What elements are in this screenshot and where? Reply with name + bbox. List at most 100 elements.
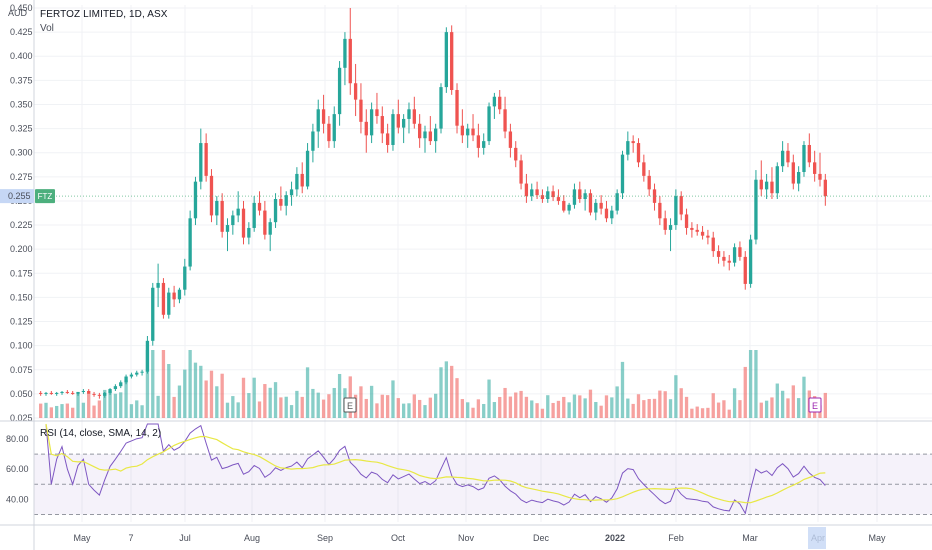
volume-bar: [754, 350, 758, 418]
volume-bar: [209, 370, 214, 418]
volume-bar: [748, 350, 753, 418]
candle-body: [572, 189, 577, 205]
candle-body: [807, 144, 811, 163]
price-tick-label: 0.225: [10, 220, 33, 230]
volume-bar: [802, 376, 806, 418]
candle-body: [375, 109, 379, 117]
volume-bar: [44, 402, 48, 418]
volume-bar: [263, 384, 267, 418]
price-tick-label: 0.150: [10, 292, 33, 302]
volume-bar: [60, 404, 64, 418]
rsi-label[interactable]: RSI (14, close, SMA, 14, 2): [40, 428, 162, 439]
candle-body: [631, 141, 635, 144]
volume-bar: [423, 405, 427, 418]
candle-body: [225, 225, 230, 232]
volume-bar: [583, 398, 587, 418]
earnings-marker[interactable]: E: [808, 397, 822, 413]
volume-bar: [193, 362, 198, 418]
candle-body: [279, 199, 283, 206]
price-tick-label: 0.075: [10, 365, 33, 375]
price-tick-label: 0.325: [10, 124, 33, 134]
candle-body: [119, 382, 123, 387]
volume-bar: [743, 366, 747, 418]
volume-bar: [231, 396, 235, 418]
volume-bar: [204, 380, 208, 418]
volume-bar: [81, 402, 86, 418]
volume-bar: [476, 399, 481, 418]
candle-body: [423, 131, 427, 139]
symbol-title[interactable]: FERTOZ LIMITED, 1D, ASX: [40, 9, 168, 20]
candle-body: [353, 83, 358, 100]
volume-bar: [364, 398, 368, 418]
volume-bar: [780, 390, 785, 418]
volume-bar: [684, 396, 689, 418]
volume-bar: [124, 380, 128, 418]
candle-body: [295, 173, 299, 190]
volume-bar: [770, 397, 774, 418]
volume-bar: [482, 403, 486, 418]
candle-body: [257, 202, 262, 211]
volume-bar: [578, 395, 582, 418]
volume-bar: [305, 367, 310, 418]
volume-bar: [460, 399, 465, 418]
candle-body: [337, 67, 342, 115]
volume-bar: [631, 403, 635, 418]
candle-body: [791, 162, 795, 184]
candle-body: [263, 210, 267, 235]
candle-body: [562, 200, 566, 211]
volume-bar: [145, 350, 150, 418]
time-tick-label: 7: [128, 533, 133, 543]
candle-body: [284, 195, 288, 206]
candle-body: [578, 189, 582, 200]
time-tick-label: Sep: [317, 533, 333, 543]
volume-bar: [273, 382, 278, 418]
candle-body: [300, 173, 304, 187]
volume-bar: [199, 365, 203, 418]
volume-bar: [172, 396, 176, 418]
candle-body: [316, 109, 320, 132]
price-tick-label: 0.200: [10, 244, 33, 254]
candle-body: [711, 237, 715, 252]
price-tick-label: 0.350: [10, 99, 33, 109]
volume-bar: [396, 398, 400, 418]
price-tick-label: 0.050: [10, 389, 33, 399]
volume-bar: [39, 403, 43, 418]
candle-body: [487, 106, 491, 142]
earnings-marker[interactable]: E: [343, 397, 357, 413]
volume-bar: [55, 405, 59, 418]
volume-bar: [535, 403, 539, 418]
price-tick-label: 0.375: [10, 75, 33, 85]
volume-bar: [519, 390, 523, 418]
volume-bar: [321, 399, 326, 418]
volume-bar: [626, 398, 630, 418]
candle-body: [620, 154, 625, 194]
candle-body: [220, 200, 224, 232]
candle-body: [476, 135, 481, 148]
symbol-badge: [35, 189, 55, 204]
volume-bar: [188, 350, 192, 418]
candle-body: [401, 118, 406, 128]
candle-body: [796, 172, 801, 184]
candle-body: [786, 150, 790, 163]
volume-bar: [257, 401, 262, 418]
candle-body: [385, 133, 390, 145]
volume-bar: [156, 395, 160, 418]
candle-body: [599, 202, 603, 209]
candle-body: [754, 179, 758, 240]
candle-body: [535, 189, 539, 196]
chart-grid: [34, 5, 932, 522]
candle-body: [135, 372, 139, 375]
candle-body: [327, 123, 331, 142]
candle-body: [156, 282, 160, 288]
volume-bar: [610, 397, 614, 418]
candle-body: [588, 193, 593, 213]
candle-body: [818, 173, 822, 180]
candle-body: [764, 181, 769, 190]
volume-bar: [220, 373, 224, 418]
candle-body: [124, 376, 128, 383]
earnings-marker-box: [343, 397, 357, 413]
volume-bar: [103, 389, 107, 418]
candle-body: [113, 386, 118, 390]
